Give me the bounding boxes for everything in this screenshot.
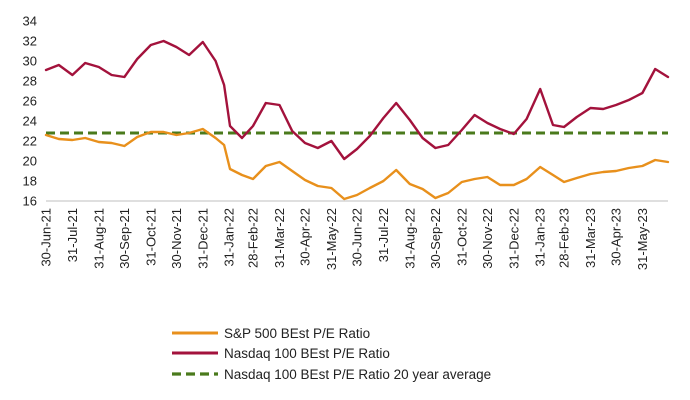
y-tick-label: 18	[23, 174, 37, 189]
x-tick-label: 31-Mar-22	[272, 208, 287, 268]
x-tick-label: 28-Feb-23	[557, 208, 572, 268]
x-tick-label: 31-Mar-23	[583, 208, 598, 268]
y-axis-tick-labels: 16 18 20 22 24 26 28 30 32 34	[23, 14, 37, 209]
y-tick-label: 26	[23, 94, 37, 109]
x-tick-label: 31-Oct-21	[143, 208, 158, 266]
x-tick-label: 30-Sep-22	[428, 208, 443, 269]
series-line-0	[44, 127, 670, 201]
x-tick-label: 31-Dec-21	[195, 208, 210, 269]
x-tick-label: 30-Jun-21	[39, 208, 54, 267]
y-tick-label: 32	[23, 34, 37, 49]
y-tick-label: 24	[23, 114, 37, 129]
x-tick-label: 31-Oct-22	[454, 208, 469, 266]
series-line-1	[44, 39, 670, 161]
legend-label-1: Nasdaq 100 BEst P/E Ratio	[224, 346, 390, 361]
legend-label-2: Nasdaq 100 BEst P/E Ratio 20 year averag…	[224, 367, 491, 382]
y-tick-label: 20	[23, 154, 37, 169]
x-tick-label: 30-Jun-22	[350, 208, 365, 267]
x-axis-tick-labels: 30-Jun-21 31-Jul-21 31-Aug-21 30-Sep-21 31-O…	[39, 208, 650, 270]
x-tick-label: 31-May-23	[635, 208, 650, 270]
x-tick-label: 30-Apr-23	[609, 208, 624, 266]
y-tick-label: 16	[23, 194, 37, 209]
x-tick-label: 28-Feb-22	[246, 208, 261, 268]
y-tick-label: 34	[23, 14, 37, 29]
x-tick-label: 30-Apr-22	[298, 208, 313, 266]
x-tick-label: 31-Jan-23	[533, 208, 548, 267]
x-tick-label: 31-Jul-22	[376, 208, 391, 262]
x-tick-label: 31-Dec-22	[506, 208, 521, 269]
x-tick-label: 30-Nov-22	[480, 208, 495, 269]
x-tick-label: 31-Aug-22	[402, 208, 417, 269]
x-tick-label: 30-Sep-21	[117, 208, 132, 269]
legend: S&P 500 BEst P/E Ratio Nasdaq 100 BEst P/…	[172, 326, 491, 382]
x-tick-label: 31-Aug-21	[91, 208, 106, 269]
x-tick-label: 31-Jan-22	[222, 208, 237, 267]
series-layer	[44, 39, 670, 201]
x-tick-label: 31-Jul-21	[65, 208, 80, 262]
y-tick-label: 28	[23, 74, 37, 89]
y-tick-label: 30	[23, 54, 37, 69]
legend-label-0: S&P 500 BEst P/E Ratio	[224, 326, 370, 341]
x-tick-label: 30-Nov-21	[169, 208, 184, 269]
y-tick-label: 22	[23, 134, 37, 149]
x-tick-label: 31-May-22	[324, 208, 339, 270]
